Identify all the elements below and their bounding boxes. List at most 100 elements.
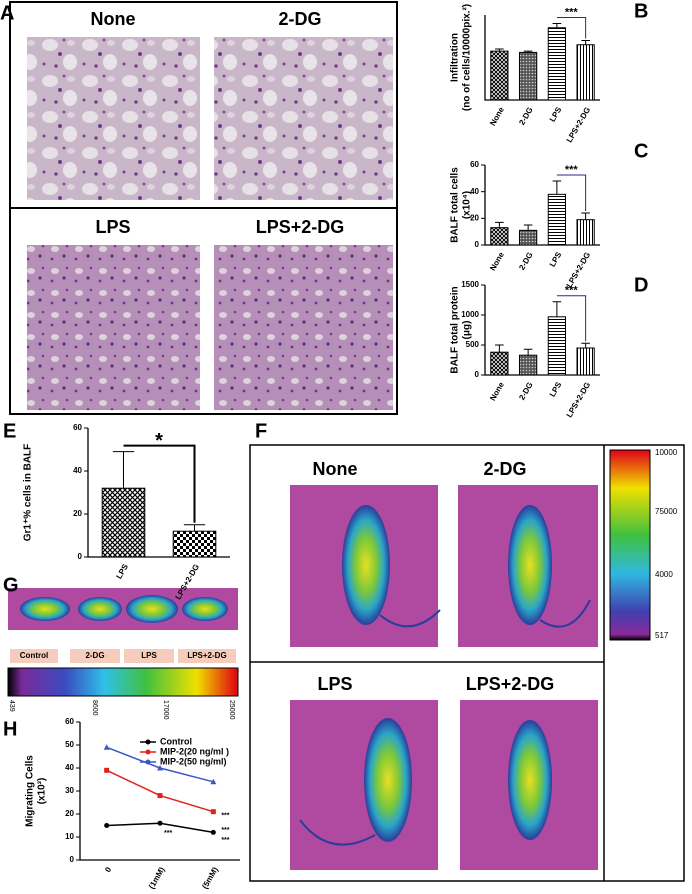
- gut-label: LPS+2-DG: [187, 651, 226, 660]
- legend-label: Control: [160, 736, 192, 746]
- gut-label-box: [178, 649, 236, 663]
- image-label: 2-DG: [278, 9, 321, 29]
- bar: [547, 316, 566, 376]
- y-axis-label: BALF total protein: [450, 286, 461, 373]
- panel-label: A: [0, 2, 14, 24]
- scale-label: 439: [8, 700, 15, 712]
- legend-label: MIP-2(50 ng/ml): [160, 756, 227, 766]
- histology-image: [214, 37, 393, 200]
- image-label: LPS+2-DG: [466, 674, 555, 694]
- y-axis-label: BALF total cells: [450, 167, 461, 243]
- bar: [101, 487, 146, 558]
- x-tick-label: None: [488, 380, 506, 402]
- panel-label: C: [634, 140, 648, 162]
- y-tick-label: 1500: [461, 280, 479, 289]
- y-tick-label: 60: [470, 160, 479, 169]
- significance-label: ***: [565, 285, 579, 297]
- gut-label: Control: [20, 651, 48, 660]
- gut-label-box: [70, 649, 120, 663]
- y-tick-label: 50: [65, 740, 74, 749]
- panel-f-frame: [249, 444, 685, 882]
- y-tick-label: 0: [70, 855, 75, 864]
- y-tick-label: 30: [65, 786, 74, 795]
- gut-label: LPS: [141, 651, 157, 660]
- x-tick-label: 2-DG: [517, 381, 534, 402]
- histology-image: [27, 245, 200, 410]
- point: [210, 778, 217, 785]
- bar: [490, 50, 509, 101]
- significance-label: ***: [221, 813, 229, 820]
- y-axis-label: (no of cells/10000pix.²): [462, 4, 473, 111]
- y-tick-label: 0: [475, 240, 480, 249]
- bar: [576, 347, 595, 376]
- y-tick-label: 20: [73, 509, 82, 518]
- x-tick-label: 2-DG: [517, 106, 534, 127]
- y-tick-label: 0: [78, 552, 83, 561]
- y-axis-label: (μg): [462, 321, 473, 340]
- x-tick-label: LPS+2-DG: [565, 106, 592, 145]
- image-label: 2-DG: [483, 459, 526, 479]
- x-tick-label: 2-DG (1mM): [136, 865, 166, 889]
- bar: [547, 193, 566, 246]
- significance-bracket: [556, 174, 587, 211]
- image-label: LPS: [317, 674, 352, 694]
- y-tick-label: 20: [65, 809, 74, 818]
- bar: [576, 44, 595, 101]
- mouse: [508, 505, 552, 625]
- y-axis-label: (x10³): [37, 778, 48, 805]
- panel-label: B: [634, 0, 648, 22]
- significance-bracket: [123, 444, 196, 523]
- error-bar: [581, 212, 590, 220]
- mouse: [508, 720, 552, 840]
- image-label: LPS: [95, 217, 130, 237]
- error-bar: [523, 50, 533, 53]
- error-bar: [523, 224, 533, 231]
- x-tick-label: 0: [103, 865, 113, 874]
- point: [157, 793, 163, 799]
- gut-label: 2-DG: [85, 651, 104, 660]
- error-bar: [523, 348, 533, 356]
- error-bar: [495, 344, 504, 353]
- x-tick-label: 2-DG (5mM): [190, 865, 220, 889]
- error-bar: [581, 342, 590, 348]
- scale-label: 517: [655, 631, 669, 640]
- significance-label: ***: [565, 6, 579, 18]
- line: [106, 769, 214, 813]
- panel-label: D: [634, 274, 648, 296]
- mouse-tail: [379, 609, 441, 628]
- gut-label-box: [124, 649, 174, 663]
- legend-marker: [145, 739, 151, 745]
- x-tick-label: LPS: [548, 105, 564, 124]
- point: [210, 809, 216, 815]
- significance-bracket: [556, 17, 587, 39]
- y-tick-label: 1000: [461, 310, 479, 319]
- x-tick-label: LPS: [548, 250, 564, 269]
- y-tick-label: 40: [65, 763, 74, 772]
- scale-label: 25000: [228, 700, 235, 720]
- mouse: [342, 505, 390, 625]
- y-axis-label: (x10⁴): [462, 191, 473, 219]
- point: [103, 744, 110, 750]
- x-tick-label: None: [488, 250, 506, 272]
- significance-label: ***: [164, 830, 172, 837]
- y-axis-label: Migrating Cells: [25, 755, 36, 827]
- bar: [547, 27, 566, 101]
- legend-marker: [145, 759, 151, 765]
- gut: [20, 597, 70, 621]
- error-bar: [581, 40, 590, 45]
- y-tick-label: 20: [470, 213, 479, 222]
- significance-bracket: [556, 295, 587, 342]
- point: [104, 767, 110, 773]
- point: [210, 829, 216, 835]
- point: [157, 765, 163, 771]
- bar: [172, 530, 217, 558]
- mouse-tail: [299, 819, 376, 846]
- bar: [519, 229, 538, 246]
- error-bar: [552, 180, 562, 195]
- significance-label: ***: [221, 827, 229, 834]
- panel-label: F: [255, 420, 267, 442]
- y-tick-label: 40: [470, 187, 479, 196]
- significance-label: ***: [221, 837, 229, 844]
- mouse: [364, 718, 412, 842]
